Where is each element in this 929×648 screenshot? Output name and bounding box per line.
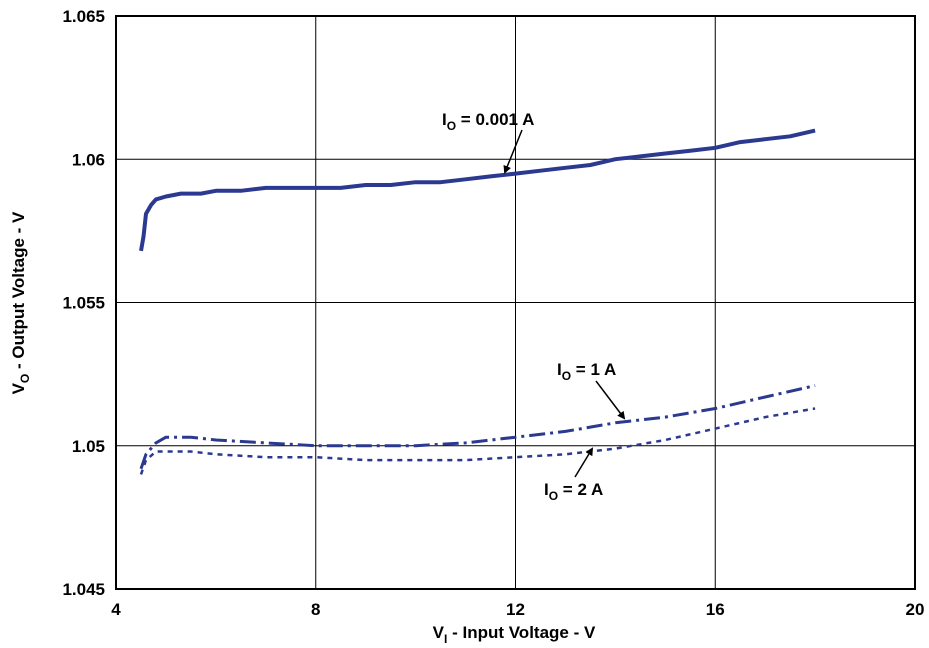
series-line-1 (139, 128, 816, 252)
x-axis-label: VI - Input Voltage - V (433, 623, 596, 646)
series-label-2: IO = 1 A (557, 360, 616, 383)
x-tick-label: 16 (706, 600, 725, 619)
x-tick-label: 12 (506, 600, 525, 619)
series-label-main: I (544, 480, 549, 499)
x-axis-label-main: V (433, 623, 445, 642)
x-axis-label-rest: - Input Voltage - V (447, 623, 596, 642)
series-line-2 (139, 384, 816, 470)
y-tick-label: 1.055 (62, 294, 105, 313)
series-group (139, 128, 816, 475)
y-tick-label: 1.05 (72, 437, 105, 456)
x-tick-label: 8 (311, 600, 320, 619)
y-axis-label-sub: O (18, 374, 32, 383)
series-label-rest: = 2 A (558, 480, 603, 499)
series-arrow-2 (595, 380, 626, 420)
x-tick-label: 4 (111, 600, 121, 619)
y-tick-label: 1.045 (62, 580, 105, 599)
x-tick-label: 20 (906, 600, 925, 619)
series-line-3 (139, 407, 816, 475)
tick-labels: 4 8 12 16 20 1.045 1.05 1.055 1.06 1.065 (62, 7, 924, 619)
series-arrow-1 (503, 129, 523, 174)
y-axis-label: VO - Output Voltage - V (9, 211, 32, 394)
y-axis-label-rest: - Output Voltage - V (9, 211, 28, 374)
series-label-rest: = 0.001 A (456, 110, 534, 129)
y-tick-label: 1.065 (62, 7, 105, 26)
series-label-3: IO = 2 A (544, 480, 603, 503)
series-label-main: I (442, 110, 447, 129)
series-label-main: I (557, 360, 562, 379)
series-arrow-3 (574, 447, 594, 478)
series-label-sub: O (562, 369, 571, 383)
series-label-sub: O (447, 119, 456, 133)
x-axis-label-sub: I (444, 632, 447, 646)
plot-frame (115, 15, 916, 590)
series-annotations: IO = 0.001 AIO = 1 AIO = 2 A (442, 110, 626, 503)
y-tick-label: 1.06 (72, 150, 105, 169)
grid-lines (116, 16, 915, 589)
series-label-1: IO = 0.001 A (442, 110, 534, 133)
series-label-sub: O (549, 489, 558, 503)
y-axis-label-main: V (9, 382, 28, 394)
series-label-rest: = 1 A (571, 360, 616, 379)
